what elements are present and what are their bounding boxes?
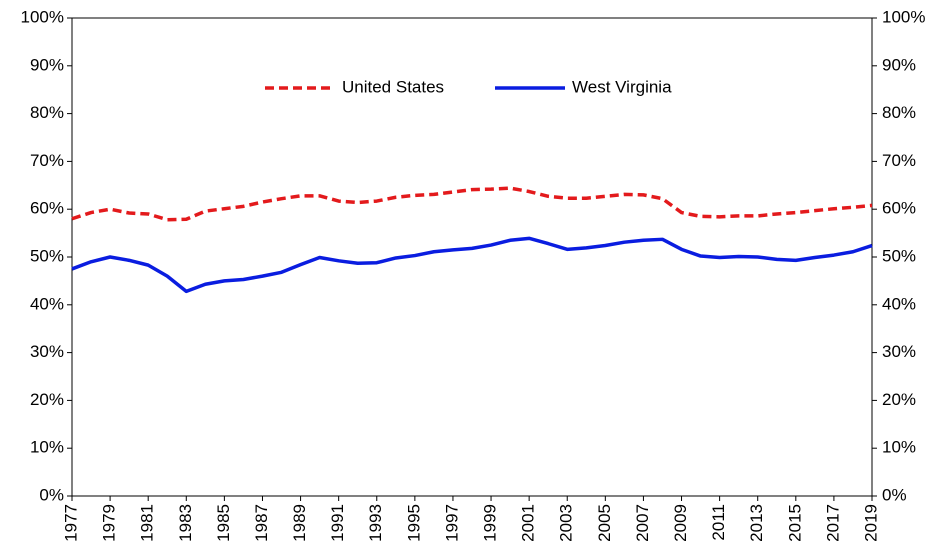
x-tick-label: 2001 [519,504,538,542]
x-tick-label: 1983 [176,504,195,542]
x-tick-label: 2005 [595,504,614,542]
y2-tick-label: 50% [882,246,916,265]
x-tick-label: 1989 [290,504,309,542]
x-tick-label: 1997 [442,504,461,542]
y2-tick-label: 90% [882,55,916,74]
y2-tick-label: 40% [882,294,916,313]
x-tick-label: 2003 [557,504,576,542]
x-tick-label: 1991 [328,504,347,542]
line-series [71,186,873,222]
legend-label: West Virginia [572,77,672,96]
y-tick-label: 60% [30,199,64,218]
y-tick-label: 0% [39,485,64,504]
x-tick-label: 2019 [861,504,880,542]
x-tick-label: 1981 [138,504,157,542]
x-tick-label: 2015 [785,504,804,542]
x-tick-label: 2013 [747,504,766,542]
y2-tick-label: 70% [882,151,916,170]
y-tick-label: 90% [30,55,64,74]
y-tick-label: 50% [30,246,64,265]
x-tick-label: 2017 [823,504,842,542]
y-tick-label: 20% [30,390,64,409]
y-tick-label: 30% [30,342,64,361]
y-tick-label: 100% [21,7,64,26]
y2-tick-label: 30% [882,342,916,361]
x-tick-label: 1993 [366,504,385,542]
y2-tick-label: 10% [882,438,916,457]
y2-tick-label: 0% [882,485,907,504]
y2-tick-label: 80% [882,103,916,122]
x-tick-label: 2011 [709,504,728,541]
x-tick-label: 1985 [214,504,233,542]
x-tick-label: 1977 [61,504,80,542]
y-tick-label: 40% [30,294,64,313]
x-tick-label: 1999 [481,504,500,542]
y2-tick-label: 20% [882,390,916,409]
legend-label: United States [342,77,444,96]
y-tick-label: 10% [30,438,64,457]
y2-tick-label: 60% [882,199,916,218]
x-tick-label: 1995 [404,504,423,542]
x-tick-label: 1979 [100,504,119,542]
x-tick-label: 1987 [252,504,271,542]
y-tick-label: 80% [30,103,64,122]
x-tick-label: 2007 [633,504,652,542]
y2-tick-label: 100% [882,7,925,26]
y-tick-label: 70% [30,151,64,170]
line-series [71,236,873,294]
x-tick-label: 2009 [671,504,690,542]
